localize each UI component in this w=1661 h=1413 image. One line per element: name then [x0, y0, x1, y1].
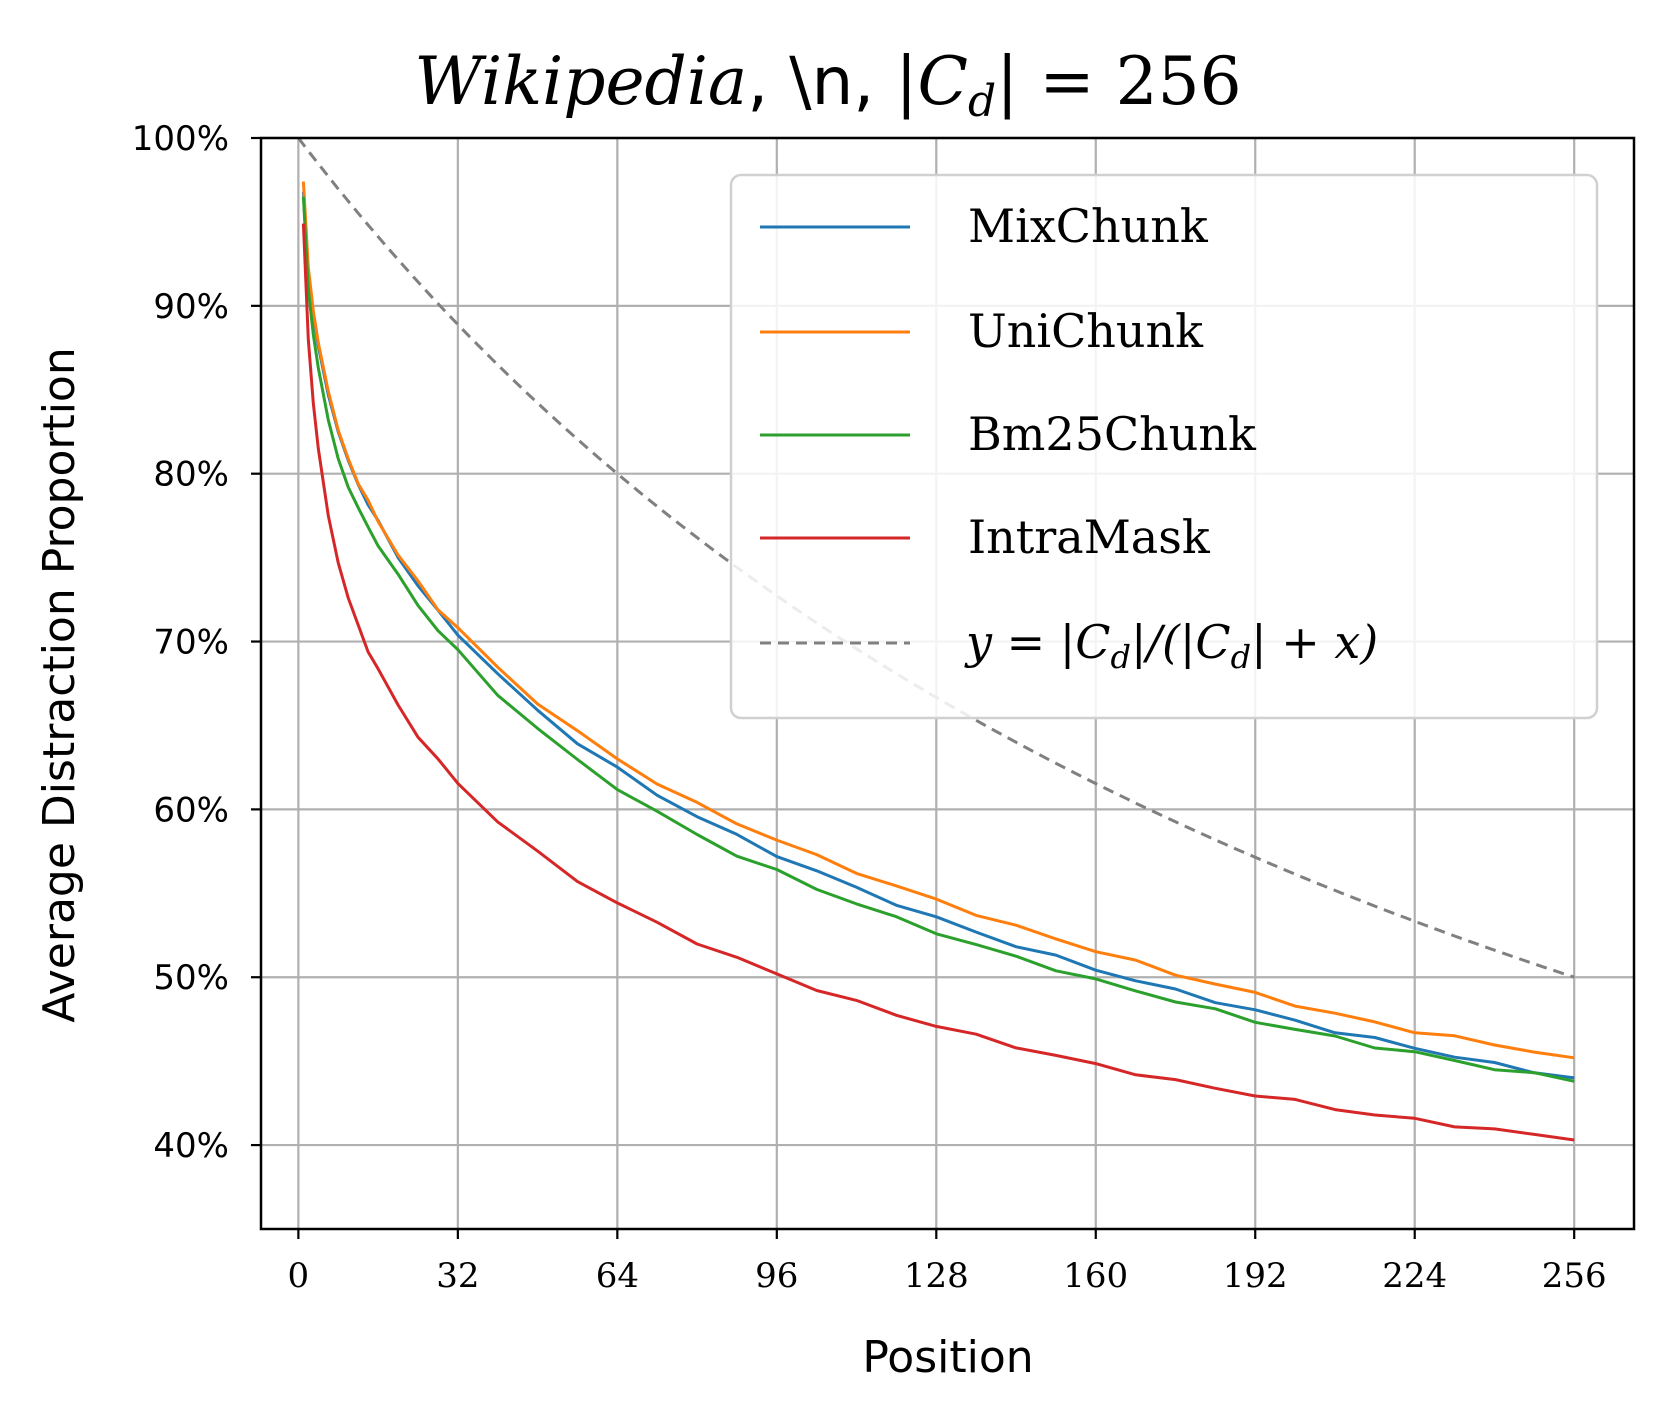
plot-frame — [259, 136, 1636, 1231]
title-separator: , — [747, 43, 789, 120]
x-axis-label: Position — [862, 1332, 1033, 1383]
x-tick-label: 192 — [1223, 1256, 1288, 1296]
legend-label-intramask: IntraMask — [968, 510, 1211, 564]
title-delimiter: \n — [789, 43, 853, 120]
x-tick-label: 224 — [1382, 1256, 1447, 1296]
y-tick-label: 50% — [153, 958, 229, 998]
legend-label-mixchunk: MixChunk — [968, 199, 1209, 253]
title-cd-subscript: d — [968, 76, 996, 127]
x-tick-label: 64 — [596, 1256, 639, 1296]
y-tick-label: 40% — [153, 1126, 229, 1166]
formula-rhs: | + x) — [1251, 615, 1378, 669]
formula-mid: |/(|C — [1131, 615, 1231, 669]
title-separator-2: , — [853, 43, 895, 120]
x-tick-label: 96 — [755, 1256, 798, 1296]
y-tick-label: 60% — [153, 790, 229, 830]
y-tick-label: 80% — [153, 455, 229, 495]
y-tick-label: 70% — [153, 623, 229, 663]
legend-box — [729, 173, 1599, 720]
x-tick-label: 32 — [436, 1256, 479, 1296]
series-line-2 — [301, 181, 1575, 1060]
series-line-3 — [301, 196, 1575, 1083]
legend-label-reference-curve: y = |Cd|/(|Cd| + x) — [964, 615, 1378, 676]
legend: MixChunk UniChunk Bm25Chunk IntraMask y … — [729, 173, 1599, 720]
axis-ticks: 0 32 64 96 128 160 192 224 256 40% 50% 60% 70% 80% 90%… — [132, 119, 1607, 1296]
formula-sub: d — [1110, 638, 1130, 676]
y-tick-label: 100% — [132, 119, 229, 159]
x-tick-label: 256 — [1542, 1256, 1607, 1296]
title-cd: |C — [895, 43, 968, 120]
legend-label-unichunk: UniChunk — [968, 304, 1204, 358]
y-axis-label: Average Distraction Proportion — [34, 347, 85, 1023]
y-tick-label: 90% — [153, 287, 229, 327]
x-tick-label: 128 — [904, 1256, 969, 1296]
title-size: | = 256 — [996, 43, 1241, 120]
title-dataset: Wikipedia — [414, 43, 747, 120]
x-tick-label: 160 — [1063, 1256, 1128, 1296]
formula-lhs: y = |C — [964, 615, 1110, 669]
formula-sub-2: d — [1231, 638, 1251, 676]
chart-title: Wikipedia, \n, |Cd| = 256 — [414, 43, 1241, 127]
x-tick-label: 0 — [288, 1256, 310, 1296]
legend-label-bm25chunk: Bm25Chunk — [968, 407, 1257, 461]
series-line-4 — [301, 223, 1575, 1142]
